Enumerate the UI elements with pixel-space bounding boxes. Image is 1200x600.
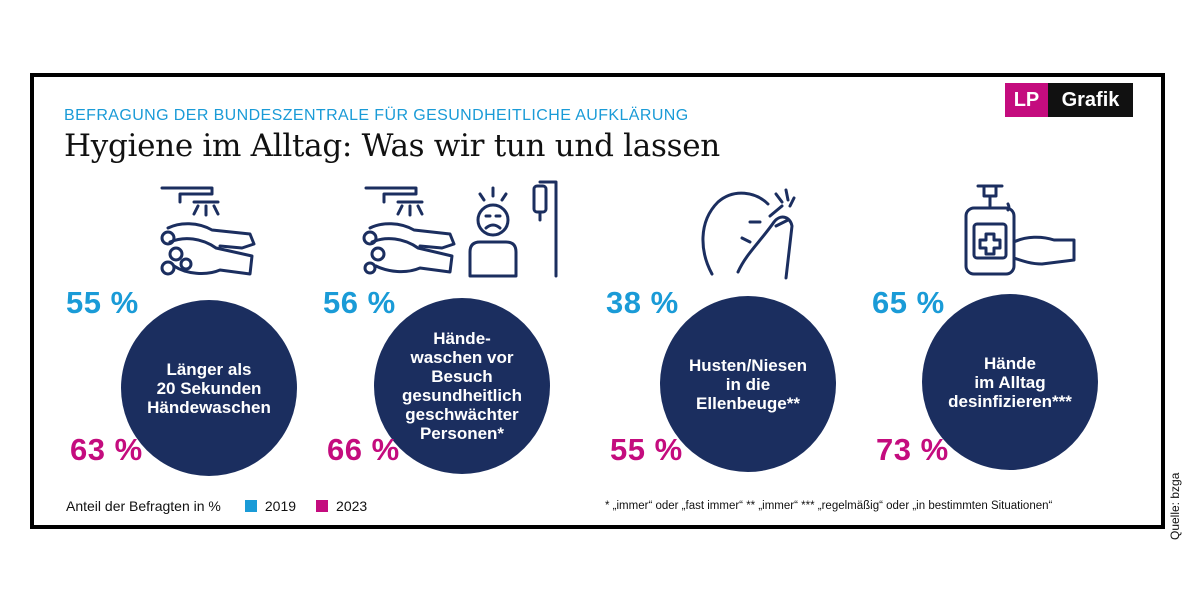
legend-swatch-2023 bbox=[316, 500, 329, 512]
hand-washing-icon bbox=[160, 186, 256, 276]
logo-grafik: Grafik bbox=[1048, 83, 1133, 117]
source-note: Quelle: bzga bbox=[1168, 472, 1182, 540]
legend-item-2019: 2019 bbox=[264, 498, 297, 514]
item-circle-2: Hände- waschen vor Besuch gesundheitlich… bbox=[374, 298, 550, 474]
value-2023-item-3: 55 % bbox=[610, 432, 683, 467]
disinfectant-icon bbox=[964, 184, 1076, 276]
item-circle-1: Länger als 20 Sekunden Händewaschen bbox=[121, 300, 297, 476]
legend-item-2023: 2023 bbox=[336, 498, 368, 514]
item-label-4: Hände im Alltag desinfizieren*** bbox=[948, 353, 1072, 411]
item-label-3: Husten/Niesen in die Ellenbeuge** bbox=[688, 355, 808, 413]
lp-grafik-logo: LP Grafik bbox=[1005, 83, 1133, 117]
item-label-2: Hände- waschen vor Besuch gesundheitlich… bbox=[402, 329, 522, 443]
logo-lp: LP bbox=[1005, 83, 1048, 117]
value-2019-item-3: 38 % bbox=[606, 285, 679, 320]
subtitle: BEFRAGUNG DER BUNDESZENTRALE FÜR GESUNDH… bbox=[64, 107, 689, 124]
value-2019-item-2: 56 % bbox=[323, 285, 396, 320]
legend: Anteil der Befragten in % 2019 2023 bbox=[66, 498, 367, 514]
value-2023-item-2: 66 % bbox=[327, 432, 400, 467]
value-2019-item-1: 55 % bbox=[66, 285, 139, 320]
footnote: * „immer“ oder „fast immer“ ** „immer“ *… bbox=[605, 500, 1053, 512]
sneeze-elbow-icon bbox=[701, 188, 796, 280]
value-2019-item-4: 65 % bbox=[872, 285, 945, 320]
page-title: Hygiene im Alltag: Was wir tun und lasse… bbox=[64, 128, 720, 164]
value-2023-item-4: 73 % bbox=[876, 432, 949, 467]
legend-swatch-2019 bbox=[244, 500, 257, 512]
value-2023-item-1: 63 % bbox=[70, 432, 143, 467]
hand-washing-patient-icon bbox=[362, 180, 558, 278]
item-circle-3: Husten/Niesen in die Ellenbeuge** bbox=[660, 296, 836, 472]
item-circle-4: Hände im Alltag desinfizieren*** bbox=[922, 294, 1098, 470]
legend-label: Anteil der Befragten in % bbox=[66, 498, 221, 514]
item-label-1: Länger als 20 Sekunden Händewaschen bbox=[147, 359, 271, 417]
